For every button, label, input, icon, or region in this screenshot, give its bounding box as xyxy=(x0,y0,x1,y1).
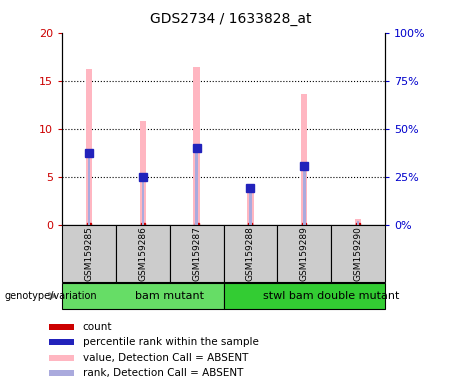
Bar xyxy=(247,184,254,225)
Bar xyxy=(116,225,170,282)
Bar xyxy=(49,370,74,376)
Text: GSM159286: GSM159286 xyxy=(138,227,148,281)
Text: GSM159289: GSM159289 xyxy=(300,227,309,281)
Bar xyxy=(86,69,92,225)
Bar xyxy=(195,148,198,225)
Bar xyxy=(49,339,74,345)
Bar xyxy=(194,67,200,225)
Text: rank, Detection Call = ABSENT: rank, Detection Call = ABSENT xyxy=(83,368,243,378)
Text: bam mutant: bam mutant xyxy=(135,291,204,301)
Text: genotype/variation: genotype/variation xyxy=(5,291,97,301)
Bar xyxy=(140,121,146,225)
Text: stwl bam double mutant: stwl bam double mutant xyxy=(263,291,399,301)
Bar xyxy=(49,324,74,330)
Text: GSM159285: GSM159285 xyxy=(85,227,94,281)
Bar xyxy=(355,219,361,225)
Text: percentile rank within the sample: percentile rank within the sample xyxy=(83,338,259,348)
Bar xyxy=(142,177,144,225)
Bar xyxy=(62,283,224,309)
Bar xyxy=(88,153,90,225)
Bar xyxy=(249,188,252,225)
Text: GSM159288: GSM159288 xyxy=(246,227,255,281)
Text: GSM159287: GSM159287 xyxy=(192,227,201,281)
Text: GSM159290: GSM159290 xyxy=(354,227,362,281)
Bar xyxy=(224,225,278,282)
Bar xyxy=(301,94,307,225)
Bar xyxy=(331,225,385,282)
Text: count: count xyxy=(83,322,112,332)
Bar xyxy=(62,225,116,282)
Bar xyxy=(303,166,306,225)
Bar xyxy=(49,355,74,361)
Bar xyxy=(357,221,359,225)
Bar xyxy=(170,225,224,282)
Text: GDS2734 / 1633828_at: GDS2734 / 1633828_at xyxy=(150,12,311,25)
Bar xyxy=(278,225,331,282)
Bar xyxy=(224,283,385,309)
Text: value, Detection Call = ABSENT: value, Detection Call = ABSENT xyxy=(83,353,248,363)
